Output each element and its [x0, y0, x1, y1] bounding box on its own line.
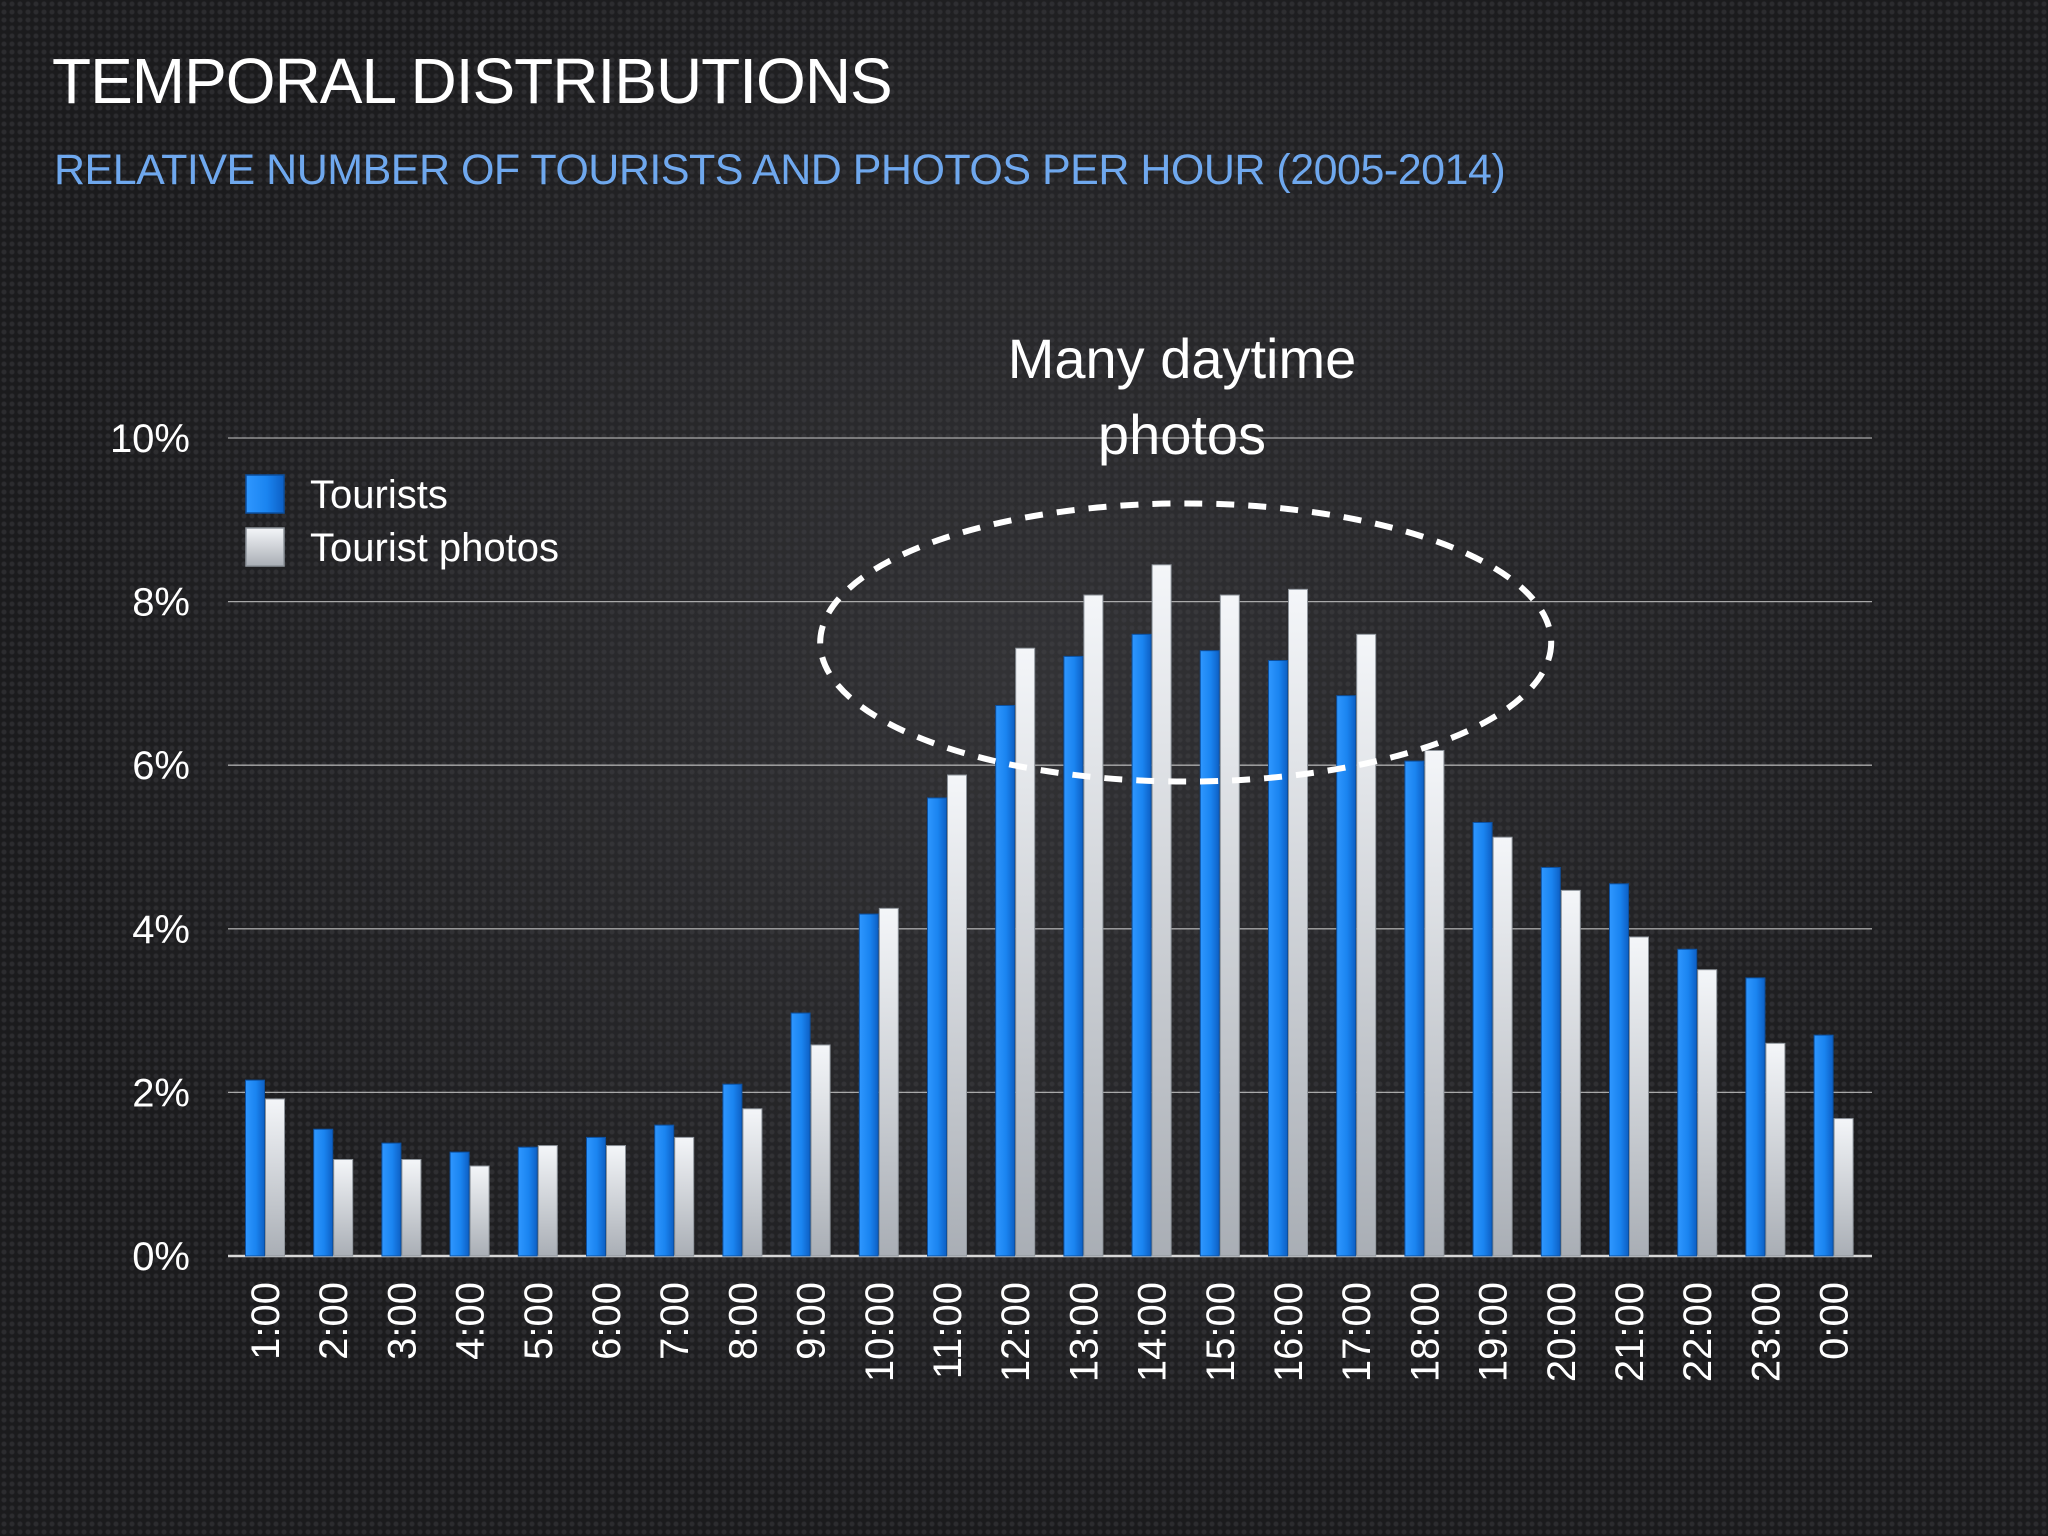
x-axis-ticks: 1:00 2:00 3:00 4:00 5:00 6:00 7:00 8:00 9:00 10:0… — [244, 1282, 1857, 1382]
bar-tourist-photos — [1151, 564, 1172, 1257]
bar-tourist-photos — [878, 907, 899, 1257]
bar-tourists — [1063, 655, 1084, 1257]
bar-tourist-photos — [1492, 836, 1513, 1257]
y-axis-ticks: 0% 2% 4% 6% 8% 10% — [110, 417, 190, 1279]
bar-tourist-photos — [265, 1098, 285, 1257]
x-tick-label: 9:00 — [790, 1282, 834, 1360]
bar-tourists — [1745, 977, 1766, 1257]
legend-swatch-tourists — [245, 474, 285, 514]
bar-tourists — [927, 797, 947, 1257]
bar-tourists — [1472, 821, 1493, 1257]
annotation-text-line: Many daytime — [1008, 327, 1357, 390]
bar-tourist-photos — [1697, 969, 1718, 1257]
annotation-ellipse — [817, 500, 1555, 785]
bar-tourist-photos — [810, 1044, 831, 1257]
bar-tourists — [722, 1083, 743, 1257]
bar-tourist-photos — [1288, 588, 1308, 1257]
legend-label-tourist-photos: Tourist photos — [310, 526, 559, 570]
bar-tourist-photos — [1765, 1042, 1786, 1257]
x-tick-label: 5:00 — [517, 1282, 561, 1360]
x-tick-label: 22:00 — [1676, 1282, 1720, 1382]
bar-tourists — [381, 1142, 402, 1257]
x-tick-label: 14:00 — [1131, 1282, 1175, 1382]
x-tick-label: 2:00 — [312, 1282, 356, 1360]
x-tick-label: 8:00 — [721, 1282, 765, 1360]
x-tick-label: 3:00 — [380, 1282, 424, 1360]
bar-tourists — [1131, 633, 1152, 1257]
bar-tourist-photos — [1219, 594, 1240, 1257]
x-tick-label: 13:00 — [1062, 1282, 1106, 1382]
legend: Tourists Tourist photos — [245, 473, 559, 570]
bar-tourists — [245, 1079, 265, 1257]
x-tick-label: 10:00 — [858, 1282, 902, 1382]
legend-swatch-tourist-photos — [245, 527, 285, 567]
bar-tourist-photos — [1424, 749, 1445, 1257]
bar-tourists — [1404, 760, 1425, 1257]
bar-tourists — [654, 1124, 675, 1257]
y-tick-label: 8% — [132, 581, 190, 625]
bar-tourist-photos — [469, 1165, 490, 1257]
annotation-text-line: photos — [1098, 403, 1266, 466]
gridlines — [228, 437, 1872, 1258]
bar-tourist-photos — [1629, 936, 1649, 1257]
bar-tourist-photos — [947, 774, 967, 1257]
y-tick-label: 0% — [132, 1235, 190, 1279]
bar-tourists — [313, 1128, 334, 1257]
bars — [245, 564, 1854, 1257]
bar-tourists — [858, 913, 879, 1257]
x-tick-label: 0:00 — [1813, 1282, 1857, 1360]
x-tick-label: 4:00 — [449, 1282, 493, 1360]
y-tick-label: 2% — [132, 1071, 190, 1115]
legend-label-tourists: Tourists — [310, 473, 448, 517]
x-tick-label: 7:00 — [653, 1282, 697, 1360]
x-tick-label: 16:00 — [1267, 1282, 1311, 1382]
slide-subtitle: RELATIVE NUMBER OF TOURISTS AND PHOTOS P… — [54, 146, 1506, 194]
x-tick-label: 6:00 — [585, 1282, 629, 1360]
bar-tourists — [790, 1012, 811, 1257]
x-tick-label: 11:00 — [926, 1282, 970, 1379]
bar-tourists — [1336, 695, 1357, 1257]
y-tick-label: 10% — [110, 417, 190, 461]
bar-tourist-photos — [1015, 647, 1036, 1257]
bar-tourist-photos — [1356, 633, 1377, 1257]
bar-tourists — [1268, 659, 1288, 1257]
slide-title: TEMPORAL DISTRIBUTIONS — [52, 45, 893, 117]
bar-tourist-photos — [606, 1145, 626, 1257]
bar-tourist-photos — [1833, 1118, 1854, 1257]
bar-tourists — [586, 1136, 606, 1257]
y-tick-label: 6% — [132, 744, 190, 788]
x-tick-label: 15:00 — [1199, 1282, 1243, 1382]
bar-tourist-photos — [1560, 889, 1581, 1257]
x-tick-label: 20:00 — [1540, 1282, 1584, 1382]
x-tick-label: 18:00 — [1403, 1282, 1447, 1382]
bar-tourist-photos — [333, 1158, 354, 1257]
bar-tourist-photos — [742, 1108, 763, 1257]
bar-tourists — [1199, 650, 1220, 1257]
y-tick-label: 4% — [132, 908, 190, 952]
x-tick-label: 17:00 — [1335, 1282, 1379, 1382]
bar-tourists — [995, 704, 1016, 1257]
bar-tourist-photos — [401, 1158, 422, 1257]
bar-tourist-photos — [537, 1145, 558, 1257]
bar-tourists — [1677, 948, 1698, 1257]
bar-tourists — [1609, 883, 1629, 1257]
x-tick-label: 12:00 — [994, 1282, 1038, 1382]
bar-tourists — [449, 1151, 470, 1257]
x-tick-label: 19:00 — [1472, 1282, 1516, 1382]
bar-tourist-photos — [1083, 594, 1104, 1257]
annotation: Many daytime photos — [817, 327, 1555, 785]
x-tick-label: 1:00 — [244, 1282, 288, 1360]
bar-tourists — [1540, 866, 1561, 1257]
x-tick-label: 23:00 — [1744, 1282, 1788, 1382]
bar-tourists — [517, 1146, 538, 1257]
bar-tourists — [1813, 1034, 1834, 1257]
x-tick-label: 21:00 — [1608, 1282, 1652, 1382]
bar-tourist-photos — [674, 1136, 695, 1257]
